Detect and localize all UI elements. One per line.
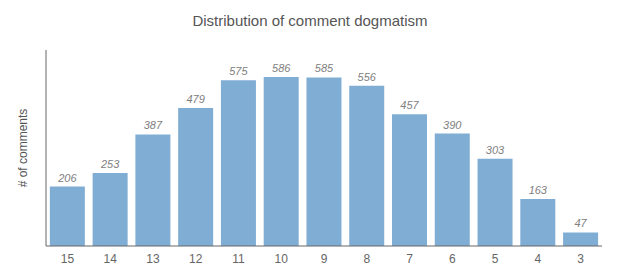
svg-text:12: 12 <box>189 252 203 266</box>
svg-text:3: 3 <box>577 252 584 266</box>
svg-text:8: 8 <box>363 252 370 266</box>
svg-text:457: 457 <box>400 99 419 111</box>
svg-text:253: 253 <box>100 158 120 170</box>
svg-text:14: 14 <box>103 252 117 266</box>
svg-text:11: 11 <box>232 252 245 266</box>
svg-text:13: 13 <box>146 252 160 266</box>
svg-text:# of comments: # of comments <box>16 109 30 188</box>
svg-text:556: 556 <box>358 71 377 83</box>
svg-text:390: 390 <box>443 119 462 131</box>
svg-text:15: 15 <box>61 252 75 266</box>
svg-text:206: 206 <box>57 172 77 184</box>
svg-text:586: 586 <box>272 62 291 74</box>
svg-text:9: 9 <box>321 252 328 266</box>
svg-text:4: 4 <box>535 252 542 266</box>
svg-text:7: 7 <box>406 252 413 266</box>
svg-text:163: 163 <box>529 184 548 196</box>
svg-text:585: 585 <box>315 62 334 74</box>
svg-text:387: 387 <box>144 119 163 131</box>
svg-text:5: 5 <box>492 252 499 266</box>
html-text:Distribution of comment dogmat: Distribution of comment dogmatism <box>192 12 428 29</box>
svg-text:575: 575 <box>229 65 248 77</box>
svg-text:303: 303 <box>486 144 505 156</box>
svg-text:479: 479 <box>186 93 204 105</box>
svg-text:10: 10 <box>275 252 289 266</box>
svg-text:47: 47 <box>574 217 587 229</box>
svg-text:6: 6 <box>449 252 456 266</box>
